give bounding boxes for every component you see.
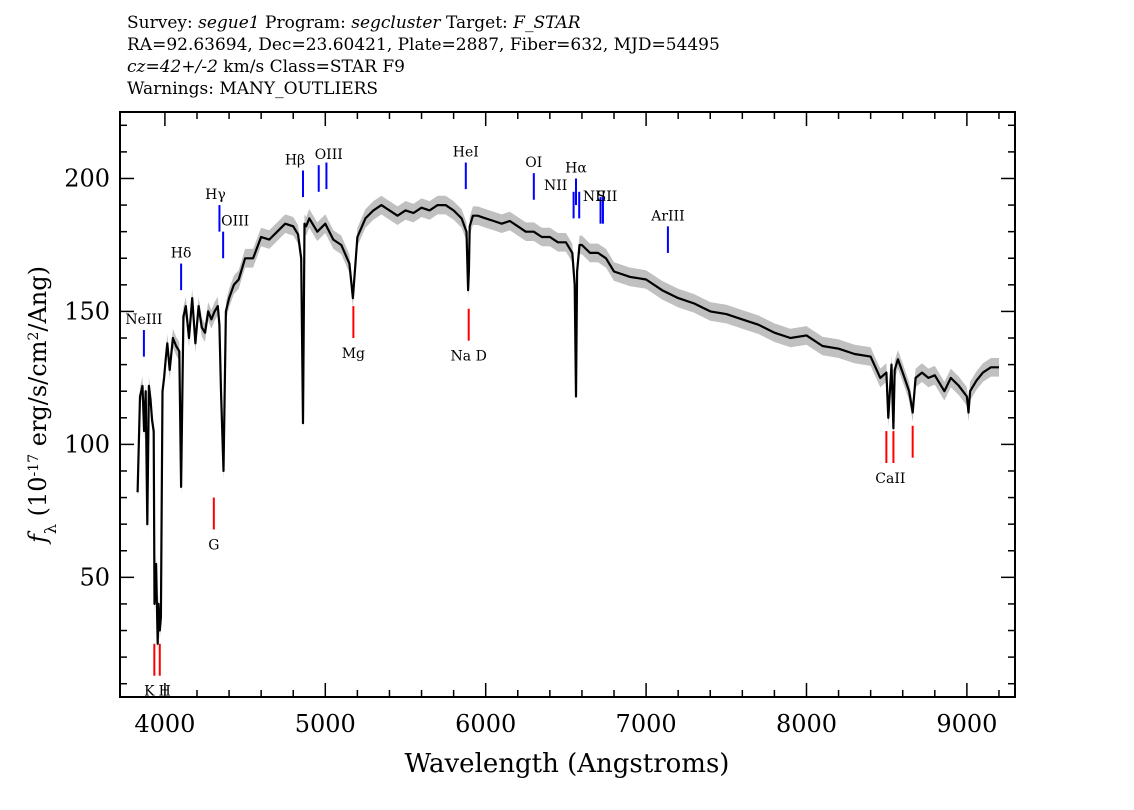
error-band-area xyxy=(137,195,1000,654)
x-tick-label: 6000 xyxy=(455,710,516,738)
x-tick-label: 5000 xyxy=(295,710,356,738)
emission-line-label: HeI xyxy=(453,145,479,161)
absorption-line-label: K xyxy=(144,684,155,700)
emission-line-label: Hγ xyxy=(205,187,226,203)
y-tick-label: 100 xyxy=(64,430,110,458)
x-tick-label: 8000 xyxy=(776,710,837,738)
y-axis-label-part: erg/s/cm xyxy=(24,340,52,454)
emission-line-label: Hδ xyxy=(171,246,192,262)
y-axis-label-part: -17 xyxy=(26,454,42,477)
emission-line-label: NII xyxy=(583,189,606,205)
emission-line-label: Hα xyxy=(565,160,587,176)
y-axis-label-part: 2 xyxy=(26,332,42,341)
emission-line-label: SII xyxy=(597,189,618,205)
y-tick-label: 200 xyxy=(64,164,110,192)
target-label: Target: xyxy=(445,13,508,33)
program-label: Program: xyxy=(265,13,346,33)
survey-value: segue1 xyxy=(198,13,260,33)
class-value: km/s Class=STAR F9 xyxy=(223,57,405,77)
plot-frame xyxy=(119,111,1016,698)
emission-line-label: OIII xyxy=(315,147,343,163)
emission-line-label: ArIII xyxy=(650,208,684,224)
absorption-line-label: Na D xyxy=(451,349,487,365)
y-axis-label-text: fλ (10-17 erg/s/cm2/Ang) xyxy=(24,266,60,545)
survey-label: Survey: xyxy=(127,13,193,33)
axes: 4000 5000 6000 7000 8000 9000 50 100 150 200 xyxy=(64,111,1016,738)
y-axis-label: fλ (10-17 erg/s/cm2/Ang) xyxy=(24,266,60,545)
header-line-warnings: Warnings: MANY_OUTLIERS xyxy=(127,79,379,99)
y-tick-label: 50 xyxy=(79,563,110,591)
emission-line-label: OIII xyxy=(221,214,249,230)
error-band xyxy=(137,195,1000,654)
redshift-value: cz=42+/-2 xyxy=(127,57,218,77)
absorption-line-label: Mg xyxy=(342,346,365,362)
absorption-line-label: G xyxy=(208,537,219,553)
x-tick-label: 7000 xyxy=(616,710,677,738)
y-axis-label-part: λ xyxy=(41,524,60,534)
y-tick-label: 150 xyxy=(64,297,110,325)
program-value: segcluster xyxy=(351,13,441,33)
emission-line-label: NII xyxy=(544,178,567,194)
x-axis-label: Wavelength (Angstroms) xyxy=(405,749,730,779)
header-line-coordinates: RA=92.63694, Dec=23.60421, Plate=2887, F… xyxy=(127,35,720,55)
target-value: F_STAR xyxy=(513,13,581,33)
absorption-line-label: CaII xyxy=(875,471,905,487)
y-axis-label-part: /Ang) xyxy=(24,266,52,332)
header-line-survey: Survey: segue1 Program: segcluster Targe… xyxy=(127,12,720,34)
spectrum-header: Survey: segue1 Program: segcluster Targe… xyxy=(127,12,720,100)
y-axis-label-part: (10 xyxy=(24,476,52,524)
header-line-redshift: cz=42+/-2 km/s Class=STAR F9 xyxy=(127,56,720,78)
spectrum-line xyxy=(136,204,999,645)
spectrum-series xyxy=(136,204,999,645)
x-tick-label: 9000 xyxy=(936,710,997,738)
x-tick-label: 4000 xyxy=(134,710,195,738)
emission-line-label: OI xyxy=(525,155,542,171)
emission-line-label: Hβ xyxy=(285,153,305,169)
emission-line-label: NeIII xyxy=(125,312,162,328)
